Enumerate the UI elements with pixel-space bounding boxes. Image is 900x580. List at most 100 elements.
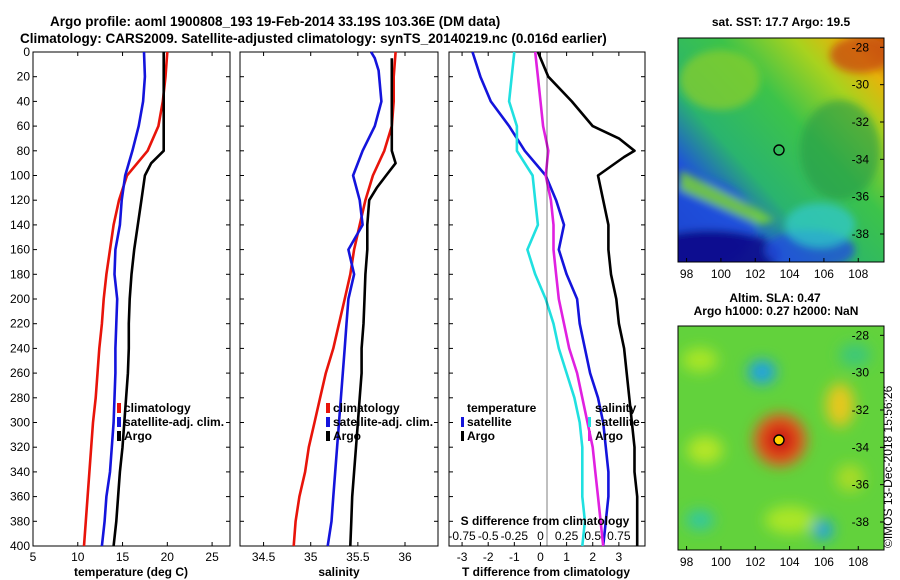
t-difference-x-label: T difference from climatology xyxy=(462,565,630,579)
map-y-tick-label: -34 xyxy=(852,440,870,454)
map-x-tick-label: 108 xyxy=(848,555,868,569)
map-y-tick-label: -32 xyxy=(852,403,870,417)
map-x-tick-label: 98 xyxy=(680,267,694,281)
temperature-x-label: temperature (deg C) xyxy=(74,565,188,579)
imos-credit: ©IMOS 13-Dec-2018 15:56:26 xyxy=(881,385,895,548)
sst-map: sat. SST: 17.7 Argo: 19.5 98 100 102 104 106… xyxy=(677,15,885,281)
series-line-s-satellite xyxy=(507,51,587,547)
temperature-legend: climatology satellite-adj. clim. Argo xyxy=(117,401,224,443)
depth-tick-label: 140 xyxy=(10,218,30,232)
map-x-tick-label: 102 xyxy=(745,267,765,281)
legend-label-s-argo: Argo xyxy=(595,429,623,443)
series-line-satellite-adj-clim- xyxy=(326,51,383,547)
x-tick-label: 0 xyxy=(537,550,544,564)
map-y-tick-label: -34 xyxy=(852,152,870,166)
depth-tick-label: 360 xyxy=(10,490,30,504)
legend-swatch-t-argo xyxy=(461,431,464,441)
map-x-tick-label: 108 xyxy=(848,267,868,281)
s-difference-label: S difference from climatology xyxy=(461,514,630,528)
depth-tick-label: 320 xyxy=(10,440,30,454)
legend-label-salinity: salinity xyxy=(595,401,637,415)
x-tick-label: 35.5 xyxy=(346,550,370,564)
sst-map-x-ticks: 98 100 102 104 106 108 xyxy=(680,258,869,281)
depth-tick-label: 40 xyxy=(17,94,31,108)
map-x-tick-label: 100 xyxy=(711,555,731,569)
legend-label-argo: Argo xyxy=(333,429,361,443)
depth-tick-label: 180 xyxy=(10,267,30,281)
depth-tick-label: 120 xyxy=(10,193,30,207)
depth-tick-label: 380 xyxy=(10,514,30,528)
x-tick-label: 34.5 xyxy=(252,550,276,564)
x-tick-label: 1 xyxy=(563,550,570,564)
legend-swatch-satellite xyxy=(326,417,330,427)
depth-tick-label: 20 xyxy=(17,70,31,84)
map-y-tick-label: -28 xyxy=(852,328,870,342)
header-subtitle: Climatology: CARS2009. Satellite-adjuste… xyxy=(20,31,607,46)
map-y-tick-label: -36 xyxy=(852,478,870,492)
legend-swatch-argo xyxy=(117,431,121,441)
x-tick-label: 2 xyxy=(589,550,596,564)
legend-label-argo: Argo xyxy=(124,429,152,443)
legend-swatch-argo xyxy=(326,431,330,441)
sla-map-frame xyxy=(677,325,885,551)
map-x-tick-label: 106 xyxy=(814,555,834,569)
difference-panel: -3 -2 -1 0 1 2 3 -0.75 -0.5 -0.25 0 0.25 0.5 0.75 S … xyxy=(448,51,646,579)
series-line-argo xyxy=(349,58,397,547)
salinity-x-label: salinity xyxy=(318,565,360,579)
series-line-argo xyxy=(112,52,165,547)
x-tick-label: 25 xyxy=(205,550,219,564)
x-tick-label: 5 xyxy=(30,550,37,564)
depth-tick-label: 340 xyxy=(10,465,30,479)
x-tick-label: -3 xyxy=(457,550,468,564)
depth-tick-label: 400 xyxy=(10,539,30,553)
t-difference-x-ticks: -3 -2 -1 0 1 2 3 xyxy=(457,52,623,564)
series-line-satellite-adj-clim- xyxy=(100,51,147,547)
temperature-x-ticks: 5 10 15 20 25 xyxy=(30,52,219,564)
series-line-climatology xyxy=(82,51,169,547)
legend-label-climatology: climatology xyxy=(124,401,191,415)
depth-tick-label: 100 xyxy=(10,169,30,183)
s-diff-tick-label: 0.25 xyxy=(555,529,579,543)
s-diff-tick-label: -0.75 xyxy=(448,529,476,543)
sla-map-subtitle: Argo h1000: 0.27 h2000: NaN xyxy=(694,304,859,318)
salinity-axes-frame xyxy=(239,51,439,547)
map-y-tick-label: -28 xyxy=(852,40,870,54)
sst-map-title: sat. SST: 17.7 Argo: 19.5 xyxy=(712,15,851,29)
map-x-tick-label: 104 xyxy=(780,555,800,569)
s-diff-tick-label: -0.25 xyxy=(501,529,529,543)
map-y-tick-label: -36 xyxy=(852,190,870,204)
series-line-s-argo xyxy=(533,51,605,547)
temperature-panel: 0 20 40 60 80 100 120 140 160 180 200 220 240 260 280 3… xyxy=(10,45,231,579)
map-x-tick-label: 100 xyxy=(711,267,731,281)
map-y-tick-label: -30 xyxy=(852,366,870,380)
sla-map-x-ticks: 98 100 102 104 106 108 xyxy=(680,546,869,569)
legend-label-satellite: satellite-adj. clim. xyxy=(124,415,224,429)
series-line-climatology xyxy=(292,51,397,547)
map-x-tick-label: 102 xyxy=(745,555,765,569)
depth-tick-label: 80 xyxy=(17,144,31,158)
temperature-axes-frame xyxy=(32,51,231,547)
salinity-x-ticks: 34.5 35 35.5 36 xyxy=(252,52,412,564)
depth-tick-label: 300 xyxy=(10,416,30,430)
x-tick-label: 20 xyxy=(161,550,175,564)
sla-map-y-ticks: -28 -30 -32 -34 -36 -38 xyxy=(852,328,884,529)
map-x-tick-label: 98 xyxy=(680,555,694,569)
difference-legend: temperature satellite Argo salinity sate… xyxy=(461,401,640,443)
x-tick-label: 36 xyxy=(398,550,412,564)
depth-tick-label: 220 xyxy=(10,317,30,331)
x-tick-label: 35 xyxy=(304,550,318,564)
series-line-t-argo xyxy=(536,51,639,546)
legend-label-t-argo: Argo xyxy=(467,429,495,443)
salinity-legend: climatology satellite-adj. clim. Argo xyxy=(326,401,433,443)
s-difference-top-ticks: -0.75 -0.5 -0.25 0 0.25 0.5 0.75 xyxy=(448,529,630,543)
sst-map-frame xyxy=(677,37,885,263)
depth-tick-label: 0 xyxy=(23,45,30,59)
x-tick-label: 10 xyxy=(71,550,85,564)
sla-map-title: Altim. SLA: 0.47 xyxy=(729,291,821,305)
map-y-tick-label: -30 xyxy=(852,78,870,92)
legend-label-climatology: climatology xyxy=(333,401,400,415)
map-x-tick-label: 106 xyxy=(814,267,834,281)
float-position-marker xyxy=(773,144,785,156)
map-x-tick-label: 104 xyxy=(780,267,800,281)
